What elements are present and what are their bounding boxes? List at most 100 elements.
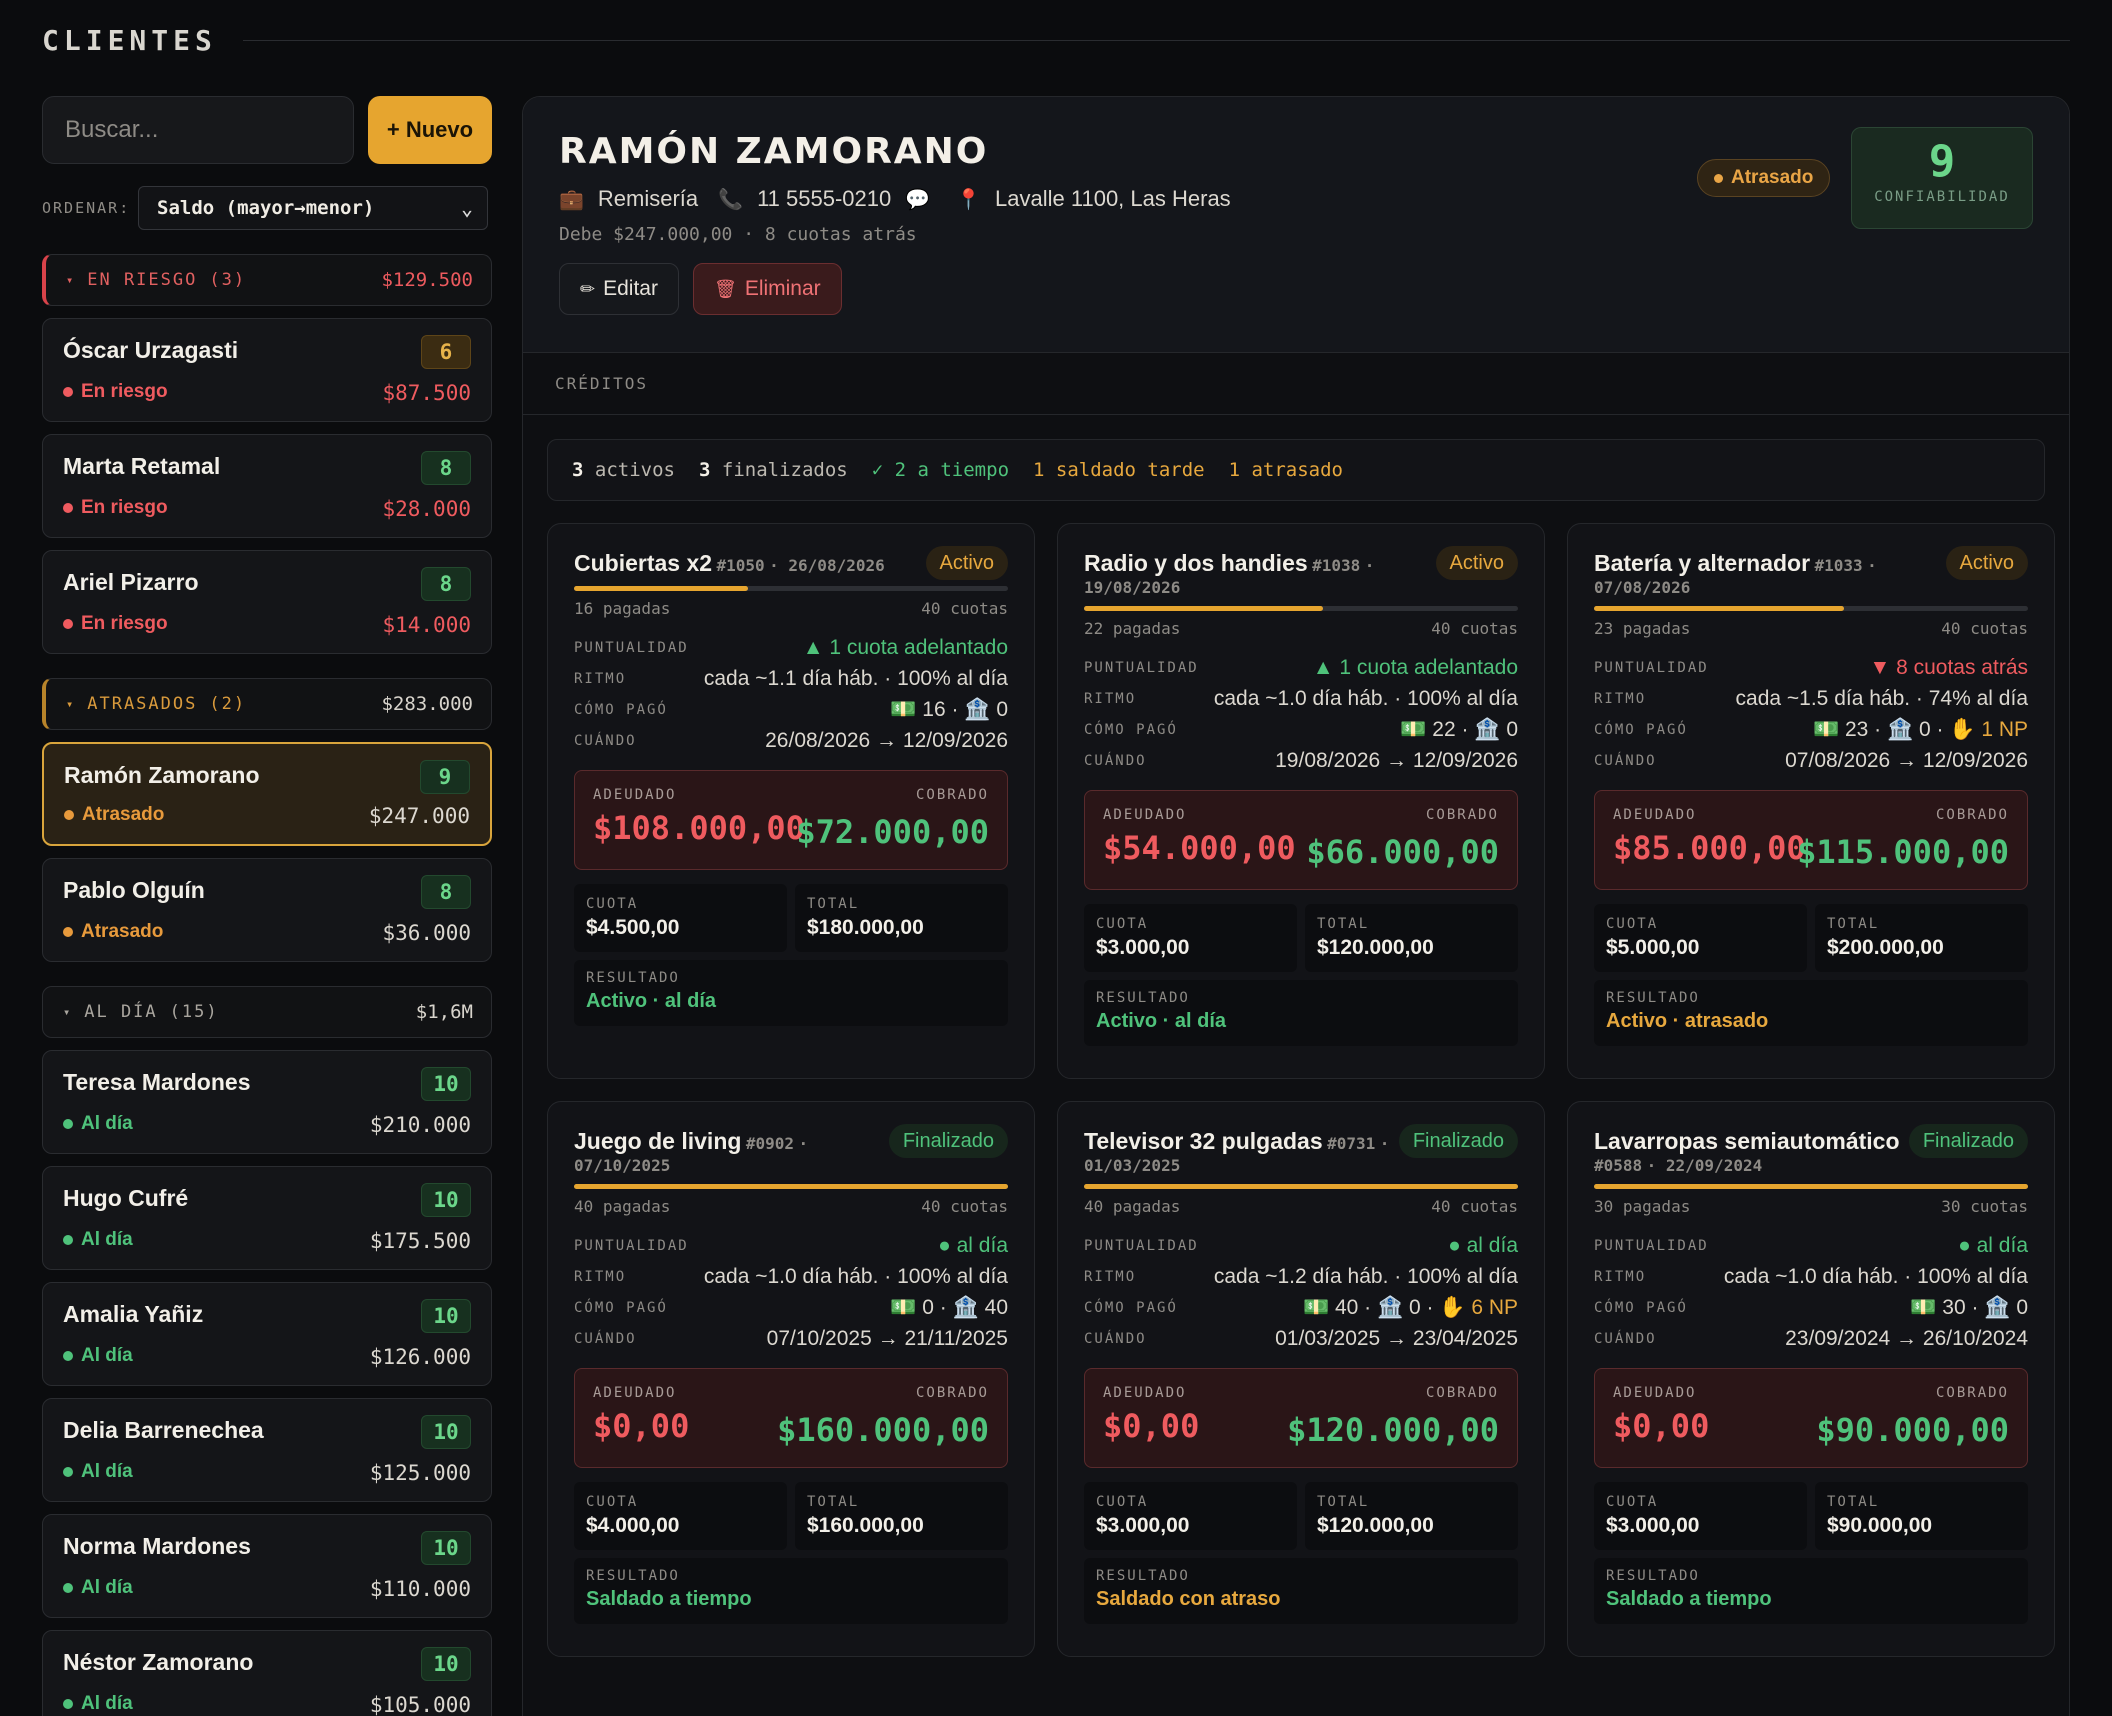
edit-button[interactable]: ✏ Editar [559, 263, 679, 315]
client-list-item[interactable]: Norma Mardones 10 Al día $110.000 [42, 1514, 492, 1618]
client-balance: $125.000 [369, 1461, 471, 1485]
credit-title-block: Lavarropas semiautomático #0588 · 22/09/… [1594, 1126, 1914, 1176]
punctuality-value: ▼ 8 cuotas atrás [1869, 655, 2028, 679]
credit-card[interactable]: Lavarropas semiautomático #0588 · 22/09/… [1567, 1101, 2055, 1657]
client-status: En riesgo [63, 381, 168, 403]
punctuality-value: ● al día [1448, 1233, 1518, 1257]
group-header-ok[interactable]: ▾ AL DÍA (15) $1,6M [42, 986, 492, 1038]
credit-card[interactable]: Batería y alternador #1033 · 07/08/2026 A… [1567, 523, 2055, 1079]
result-value: Activo · al día [1096, 1010, 1227, 1032]
payment-method-value: 💵 0 · 🏦 40 [890, 1295, 1008, 1319]
credit-progress-bar [1594, 1184, 2028, 1189]
payment-method-value: 💵 40 · 🏦 0 · ✋ 6 NP [1302, 1295, 1518, 1319]
client-status-label: Al día [81, 1113, 133, 1134]
status-dot [63, 927, 73, 937]
client-balance: $175.500 [369, 1229, 471, 1253]
client-sidebar: + Nuevo ORDENAR: Saldo (mayor→menor) ⌄ ▾… [42, 96, 492, 1716]
total-value: $200.000,00 [1827, 936, 1944, 959]
owed-amount: $85.000,00 [1613, 829, 1806, 867]
credit-title: Batería y alternador [1594, 550, 1811, 576]
punctuality-row: PUNTUALIDAD ▲ 1 cuota adelantado [574, 635, 1008, 659]
credit-stats: PUNTUALIDAD ● al día RITMO cada ~1.0 día há… [1594, 1230, 2028, 1354]
credit-card[interactable]: Televisor 32 pulgadas #0731 · 01/03/2025… [1057, 1101, 1545, 1657]
sort-value: Saldo (mayor→menor) [157, 197, 375, 219]
client-list-item[interactable]: Néstor Zamorano 10 Al día $105.000 [42, 1630, 492, 1716]
rhythm-row: RITMO cada ~1.2 día háb. · 100% al día [1084, 1264, 1518, 1288]
group-name: AL DÍA [84, 1002, 158, 1022]
client-score-badge: 10 [421, 1299, 471, 1333]
payment-method-value: 💵 23 · 🏦 0 · ✋ 1 NP [1812, 717, 2028, 741]
date-range-row: CUÁNDO 07/10/2025 → 21/11/2025 [574, 1326, 1008, 1350]
credit-title-block: Radio y dos handies #1038 · 19/08/2026 [1084, 548, 1404, 598]
installment-box: CUOTA $5.000,00 [1594, 904, 1807, 972]
total-box: TOTAL $120.000,00 [1305, 1482, 1518, 1550]
chat-icon[interactable]: 💬 [905, 188, 931, 211]
summary-active: 3 activos [572, 459, 675, 481]
client-list-item[interactable]: Delia Barrenechea 10 Al día $125.000 [42, 1398, 492, 1502]
client-list-item[interactable]: Ariel Pizarro 8 En riesgo $14.000 [42, 550, 492, 654]
rhythm-value: cada ~1.0 día háb. · 100% al día [1213, 686, 1518, 710]
client-balance: $105.000 [369, 1693, 471, 1716]
trash-icon: 🗑 [713, 278, 737, 299]
client-list-item[interactable]: Teresa Mardones 10 Al día $210.000 [42, 1050, 492, 1154]
rhythm-value: cada ~1.1 día háb. · 100% al día [703, 666, 1008, 690]
credit-card[interactable]: Juego de living #0902 · 07/10/2025 Finali… [547, 1101, 1035, 1657]
bank-icon: 🏦 [1984, 1295, 2011, 1319]
installment-box: CUOTA $4.500,00 [574, 884, 787, 952]
client-list-item[interactable]: Ramón Zamorano 9 Atrasado $247.000 [42, 742, 492, 846]
client-phone[interactable]: 11 5555-0210 [757, 186, 892, 211]
client-list-item[interactable]: Amalia Yañiz 10 Al día $126.000 [42, 1282, 492, 1386]
credit-card[interactable]: Radio y dos handies #1038 · 19/08/2026 Ac… [1057, 523, 1545, 1079]
client-status: Al día [63, 1577, 133, 1599]
credit-header: Lavarropas semiautomático #0588 · 22/09/… [1594, 1102, 2028, 1176]
no-payment-count: ✋ 6 NP [1439, 1295, 1518, 1319]
rhythm-row: RITMO cada ~1.0 día háb. · 100% al día [1084, 686, 1518, 710]
credit-id: #1038 [1312, 556, 1361, 575]
owed-label: ADEUDADO [593, 787, 677, 803]
sort-select[interactable]: Saldo (mayor→menor) ⌄ [138, 186, 488, 230]
credit-status-badge: Activo [925, 546, 1008, 580]
client-balance: $28.000 [382, 497, 471, 521]
bank-icon: 🏦 [964, 697, 991, 721]
payment-method-value: 💵 30 · 🏦 0 [1910, 1295, 2028, 1319]
punctuality-value: ▲ 1 cuota adelantado [1312, 655, 1518, 679]
client-list-item[interactable]: Marta Retamal 8 En riesgo $28.000 [42, 434, 492, 538]
search-input[interactable] [42, 96, 354, 164]
client-score-badge: 10 [421, 1067, 471, 1101]
collected-label: COBRADO [1425, 807, 1499, 823]
group-total: $283.000 [381, 693, 473, 715]
client-status-label: Atrasado [82, 804, 165, 825]
paid-count: 30 pagadas [1594, 1197, 1691, 1216]
delete-button[interactable]: 🗑 Eliminar [692, 263, 842, 315]
group-header-late[interactable]: ▾ ATRASADOS (2) $283.000 [42, 678, 492, 730]
installment-box: CUOTA $3.000,00 [1594, 1482, 1807, 1550]
total-box: TOTAL $200.000,00 [1815, 904, 2028, 972]
installment-box: CUOTA $4.000,00 [574, 1482, 787, 1550]
installment-total: CUOTA $3.000,00 TOTAL $90.000,00 [1594, 1482, 2028, 1550]
new-client-button[interactable]: + Nuevo [368, 96, 492, 164]
client-address: Lavalle 1100, Las Heras [995, 186, 1231, 211]
credit-status-badge: Activo [1945, 546, 2028, 580]
phone-icon: 📞 [718, 188, 744, 211]
progress-labels: 40 pagadas 40 cuotas [574, 1197, 1008, 1216]
credit-title-block: Televisor 32 pulgadas #0731 · 01/03/2025 [1084, 1126, 1404, 1176]
group-total: $1,6M [415, 1001, 473, 1023]
status-label: Atrasado [1731, 167, 1814, 188]
balance-box: ADEUDADO COBRADO $108.000,00 $72.000,00 [574, 770, 1008, 870]
payment-method-row: CÓMO PAGÓ 💵 22 · 🏦 0 [1084, 717, 1518, 741]
result-value: Activo · al día [586, 990, 717, 1012]
group-header-risk[interactable]: ▾ EN RIESGO (3) $129.500 [42, 254, 492, 306]
client-score-badge: 8 [421, 875, 471, 909]
client-profile: RAMÓN ZAMORANO 💼 Remisería 📞 11 5555-021… [523, 97, 2069, 353]
punctuality-row: PUNTUALIDAD ▲ 1 cuota adelantado [1084, 655, 1518, 679]
credit-card[interactable]: Cubiertas x2 #1050 · 26/08/2026 Activo 16 … [547, 523, 1035, 1079]
rhythm-row: RITMO cada ~1.0 día háb. · 100% al día [574, 1264, 1008, 1288]
client-list-item[interactable]: Hugo Cufré 10 Al día $175.500 [42, 1166, 492, 1270]
client-name: Ariel Pizarro [63, 569, 199, 595]
client-list-item[interactable]: Óscar Urzagasti 6 En riesgo $87.500 [42, 318, 492, 422]
installment-box: CUOTA $3.000,00 [1084, 1482, 1297, 1550]
credit-stats: PUNTUALIDAD ▲ 1 cuota adelantado RITMO cada… [1084, 652, 1518, 776]
date-range-value: 23/09/2024 → 26/10/2024 [1785, 1326, 2028, 1350]
client-detail-panel: RAMÓN ZAMORANO 💼 Remisería 📞 11 5555-021… [522, 96, 2070, 1716]
client-list-item[interactable]: Pablo Olguín 8 Atrasado $36.000 [42, 858, 492, 962]
